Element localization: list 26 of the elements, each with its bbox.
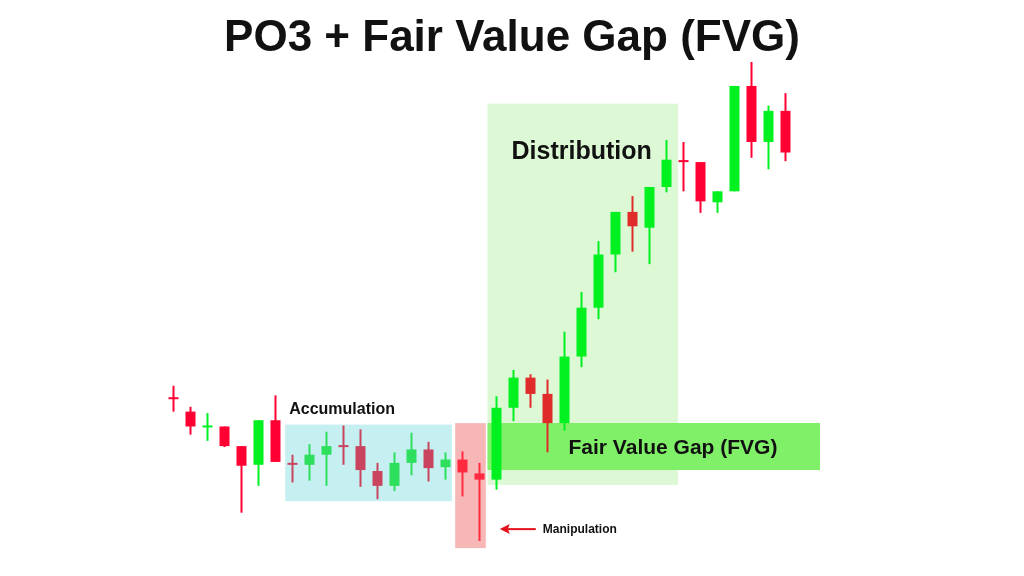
- candlestick: [389, 451, 400, 493]
- candlestick: [678, 140, 689, 193]
- candlestick: [440, 451, 451, 481]
- candlestick: [185, 405, 196, 436]
- candlestick: [168, 384, 179, 413]
- candlestick: [712, 190, 723, 214]
- candlestick: [406, 431, 417, 477]
- annotation: Manipulation: [542, 522, 617, 537]
- candlestick: [287, 453, 298, 484]
- candlestick: [304, 443, 315, 482]
- candlestick: [474, 461, 485, 542]
- annotation: Distribution: [511, 135, 652, 164]
- candlestick: [627, 195, 638, 253]
- candlestick: [202, 412, 213, 442]
- candlestick: [423, 440, 434, 483]
- candlestick: [355, 428, 366, 488]
- candlestick: [236, 445, 247, 514]
- candlestick: [338, 424, 349, 466]
- candlestick: [219, 425, 230, 449]
- candlestick: [525, 373, 536, 409]
- annotation: Accumulation: [289, 399, 395, 417]
- chart-title: PO3 + Fair Value Gap (FVG): [223, 11, 801, 60]
- candlestick: [321, 430, 332, 487]
- candlestick: [457, 450, 468, 498]
- band-label: Fair Value Gap (FVG): [568, 434, 778, 458]
- candlestick: [372, 461, 383, 501]
